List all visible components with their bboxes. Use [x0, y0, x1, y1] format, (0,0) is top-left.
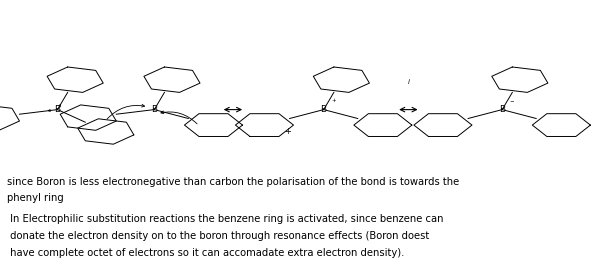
Text: In Electrophilic substitution reactions the benzene ring is activated, since ben: In Electrophilic substitution reactions …	[7, 214, 443, 224]
Text: donate the electron density on to the boron through resonance effects (Boron doe: donate the electron density on to the bo…	[7, 231, 430, 241]
Text: $^+$: $^+$	[330, 97, 337, 106]
Text: B: B	[499, 105, 505, 114]
Text: i: i	[407, 79, 410, 85]
Text: $^-$: $^-$	[508, 97, 515, 106]
Text: since Boron is less electronegative than carbon the polarisation of the bond is : since Boron is less electronegative than…	[7, 177, 460, 187]
Text: B: B	[321, 105, 327, 114]
Text: have complete octet of electrons so it can accomadate extra electron density).: have complete octet of electrons so it c…	[7, 248, 405, 258]
Text: phenyl ring: phenyl ring	[7, 193, 64, 203]
Text: +: +	[284, 127, 291, 136]
Text: B: B	[54, 105, 60, 114]
Text: B: B	[151, 105, 157, 114]
